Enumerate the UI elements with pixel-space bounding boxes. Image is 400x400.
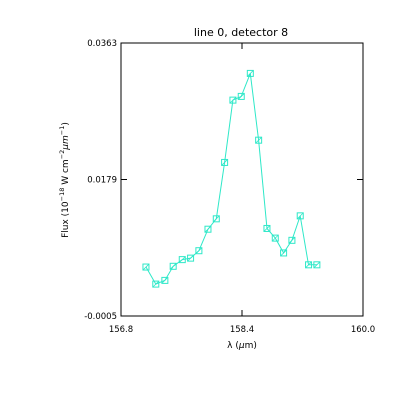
chart-title: line 0, detector 8 bbox=[194, 26, 288, 39]
y-tick-label: 0.0179 bbox=[87, 176, 117, 186]
data-point-marker bbox=[161, 276, 169, 284]
data-point-marker bbox=[221, 158, 229, 166]
data-point-marker bbox=[263, 224, 271, 232]
data-point-marker bbox=[204, 225, 212, 233]
plot-frame bbox=[120, 42, 364, 317]
data-point-marker bbox=[187, 254, 195, 262]
data-point-marker bbox=[288, 236, 296, 244]
y-tick-label: -0.0005 bbox=[84, 312, 117, 322]
y-axis-label-mid2: μm bbox=[61, 135, 71, 151]
x-tick-label: 156.8 bbox=[109, 325, 133, 335]
data-point-marker bbox=[296, 212, 304, 220]
data-point-marker bbox=[313, 261, 321, 269]
data-point-marker bbox=[305, 261, 313, 269]
x-axis-label-symbol: λ bbox=[227, 341, 233, 351]
x-axis-label: λ (μm) bbox=[227, 341, 257, 351]
data-point-marker bbox=[255, 136, 263, 144]
y-axis-label-exp2: −2 bbox=[58, 150, 66, 160]
y-tick-label: 0.0363 bbox=[87, 39, 117, 49]
x-tick-label: 158.4 bbox=[230, 325, 254, 335]
y-axis-label-mid1: W cm bbox=[61, 159, 71, 187]
x-axis-label-unit: m) bbox=[245, 341, 257, 351]
y-axis-label: Flux (10−18 W cm−2μm−1) bbox=[58, 122, 71, 238]
data-point-marker bbox=[280, 249, 288, 257]
data-point-marker bbox=[229, 96, 237, 104]
data-point-marker bbox=[195, 247, 203, 255]
x-tick-label: 160.0 bbox=[351, 325, 375, 335]
y-axis-ticks: -0.0005 0.0179 0.0363 bbox=[84, 39, 363, 322]
data-point-marker bbox=[237, 92, 245, 100]
series-markers bbox=[142, 69, 321, 288]
x-axis-label-open: ( bbox=[232, 341, 238, 351]
y-axis-label-post: ) bbox=[61, 122, 71, 126]
x-axis-label-mu: μ bbox=[238, 341, 245, 351]
data-point-marker bbox=[169, 262, 177, 270]
y-axis-label-pre: Flux (10 bbox=[61, 201, 71, 238]
data-point-marker bbox=[142, 263, 150, 271]
data-point-marker bbox=[178, 256, 186, 264]
series-line bbox=[145, 73, 317, 285]
data-point-marker bbox=[212, 215, 220, 223]
y-axis-label-exp3: −1 bbox=[58, 126, 66, 136]
data-point-marker bbox=[271, 234, 279, 242]
data-point-marker bbox=[246, 69, 254, 77]
y-axis-label-exp1: −18 bbox=[58, 188, 66, 202]
data-point-marker bbox=[152, 280, 160, 288]
x-axis-ticks: 156.8 158.4 160.0 bbox=[109, 43, 375, 335]
